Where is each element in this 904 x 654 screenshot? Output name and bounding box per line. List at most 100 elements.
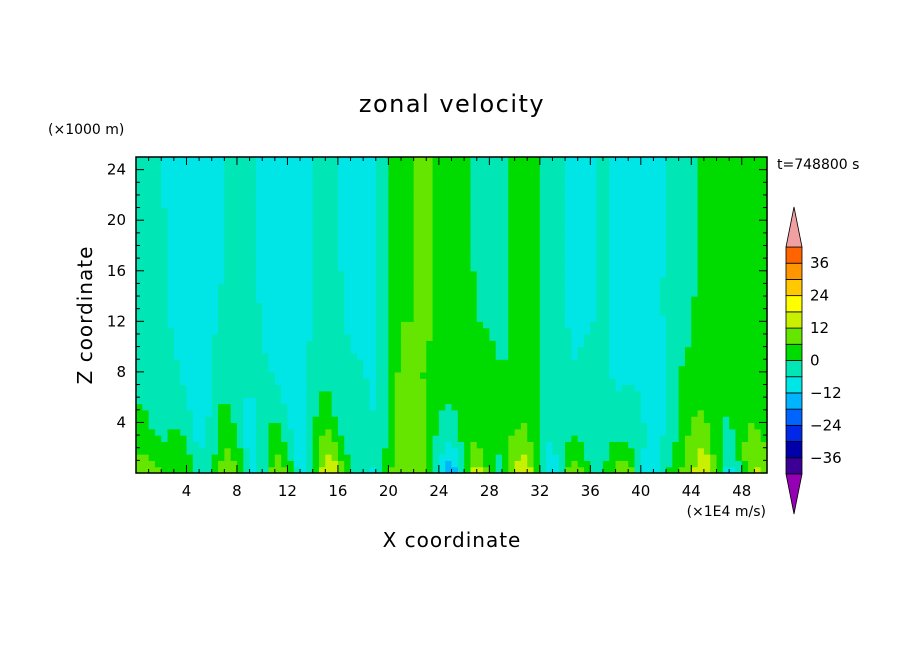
heatmap-cell xyxy=(426,315,434,322)
heatmap-cell xyxy=(590,277,598,284)
heatmap-cell xyxy=(501,207,509,215)
heatmap-cell xyxy=(615,213,623,221)
heatmap-cell xyxy=(268,175,276,183)
heatmap-cell xyxy=(653,232,661,240)
heatmap-cell xyxy=(218,466,225,474)
heatmap-cell xyxy=(495,409,503,417)
heatmap-cell xyxy=(331,194,339,202)
heatmap-cell xyxy=(527,327,535,335)
heatmap-cell xyxy=(552,416,560,424)
heatmap-cell xyxy=(495,169,503,177)
heatmap-cell xyxy=(388,226,396,234)
heatmap-cell xyxy=(678,270,686,278)
heatmap-cell xyxy=(684,403,692,411)
heatmap-cell xyxy=(691,188,699,196)
heatmap-cell xyxy=(325,454,333,461)
heatmap-cell xyxy=(142,213,150,221)
heatmap-cell xyxy=(483,245,490,253)
heatmap-cell xyxy=(300,390,307,398)
heatmap-cell xyxy=(325,182,333,190)
heatmap-cell xyxy=(546,333,554,341)
heatmap-cell xyxy=(748,302,755,310)
heatmap-cell xyxy=(426,157,434,164)
heatmap-cell xyxy=(628,163,636,171)
heatmap-cell xyxy=(596,201,604,209)
heatmap-cell xyxy=(331,460,339,468)
heatmap-cell xyxy=(281,245,289,253)
heatmap-cell xyxy=(243,466,251,474)
heatmap-cell xyxy=(615,321,623,329)
heatmap-cell xyxy=(369,245,377,253)
heatmap-cell xyxy=(173,403,181,411)
heatmap-cell xyxy=(401,327,408,335)
heatmap-cell xyxy=(356,277,364,284)
heatmap-cell xyxy=(312,384,320,392)
heatmap-cell xyxy=(514,321,522,329)
heatmap-cell xyxy=(571,378,579,386)
heatmap-cell xyxy=(218,340,225,348)
heatmap-field xyxy=(136,157,768,474)
heatmap-cell xyxy=(331,359,339,367)
heatmap-cell xyxy=(716,213,724,221)
heatmap-cell xyxy=(186,352,194,360)
heatmap-cell xyxy=(211,466,219,474)
heatmap-cell xyxy=(394,422,402,430)
heatmap-cell xyxy=(672,365,680,373)
heatmap-cell xyxy=(615,340,623,348)
heatmap-cell xyxy=(255,327,263,335)
heatmap-cell xyxy=(268,157,276,164)
heatmap-cell xyxy=(508,157,516,164)
heatmap-cell xyxy=(218,283,225,291)
heatmap-cell xyxy=(268,371,276,379)
heatmap-cell xyxy=(236,302,244,310)
heatmap-cell xyxy=(262,384,270,392)
heatmap-cell xyxy=(754,296,762,303)
heatmap-cell xyxy=(710,365,718,373)
heatmap-cell xyxy=(306,296,314,303)
heatmap-cell xyxy=(539,422,547,430)
heatmap-cell xyxy=(615,428,623,436)
heatmap-cell xyxy=(710,416,718,424)
heatmap-cell xyxy=(199,232,207,240)
heatmap-cell xyxy=(489,169,497,177)
heatmap-cell xyxy=(527,207,535,215)
heatmap-cell xyxy=(413,277,421,284)
heatmap-cell xyxy=(602,175,610,183)
heatmap-cell xyxy=(684,466,692,474)
heatmap-cell xyxy=(382,365,389,373)
heatmap-cell xyxy=(520,435,528,442)
heatmap-cell xyxy=(489,346,497,354)
heatmap-cell xyxy=(136,466,143,474)
heatmap-cell xyxy=(293,220,301,228)
heatmap-cell xyxy=(287,390,295,398)
heatmap-cell xyxy=(413,213,421,221)
heatmap-cell xyxy=(754,308,762,316)
heatmap-cell xyxy=(527,251,535,259)
heatmap-cell xyxy=(640,422,648,430)
heatmap-cell xyxy=(224,422,232,430)
heatmap-cell xyxy=(464,194,472,202)
heatmap-cell xyxy=(590,258,598,266)
heatmap-cell xyxy=(501,422,509,430)
heatmap-cell xyxy=(363,283,371,291)
heatmap-cell xyxy=(489,340,497,348)
heatmap-cell xyxy=(464,466,472,474)
heatmap-cell xyxy=(413,163,421,171)
heatmap-cell xyxy=(703,460,711,468)
heatmap-cell xyxy=(571,352,579,360)
heatmap-cell xyxy=(325,352,333,360)
heatmap-cell xyxy=(331,175,339,183)
heatmap-cell xyxy=(337,207,345,215)
heatmap-cell xyxy=(325,296,333,303)
heatmap-cell xyxy=(653,416,661,424)
heatmap-cell xyxy=(710,175,718,183)
heatmap-cell xyxy=(180,194,188,202)
heatmap-cell xyxy=(199,327,207,335)
heatmap-cell xyxy=(514,371,522,379)
heatmap-cell xyxy=(426,239,434,247)
heatmap-cell xyxy=(621,460,629,468)
heatmap-cell xyxy=(590,308,598,316)
heatmap-cell xyxy=(255,270,263,278)
heatmap-cell xyxy=(483,315,490,322)
heatmap-cell xyxy=(508,359,516,367)
